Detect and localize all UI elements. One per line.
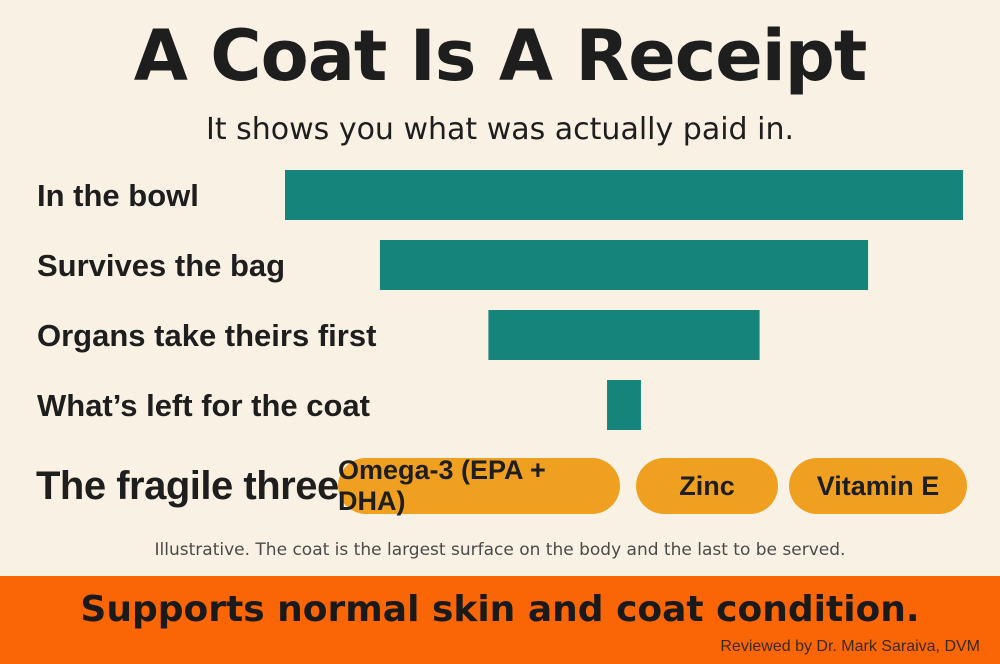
bar-label: Survives the bag bbox=[37, 248, 285, 283]
reviewer-credit: Reviewed by Dr. Mark Saraiva, DVM bbox=[720, 638, 980, 655]
bar-chart: In the bowl Survives the bag Organs take t… bbox=[37, 170, 963, 430]
page-title: A Coat Is A Receipt bbox=[133, 15, 868, 97]
bar bbox=[607, 380, 641, 430]
bar-label: Organs take theirs first bbox=[37, 318, 376, 353]
illustrative-note: Illustrative. The coat is the largest su… bbox=[154, 540, 846, 560]
omega-3-chip: Omega-3 (EPA + DHA) bbox=[338, 455, 620, 516]
bar-label: What’s left for the coat bbox=[37, 388, 370, 423]
bar bbox=[379, 240, 869, 290]
bar bbox=[285, 170, 963, 220]
vitamin-e-chip: Vitamin E bbox=[789, 458, 967, 514]
zinc-chip: Zinc bbox=[636, 458, 778, 514]
footer-claim: Supports normal skin and coat condition. bbox=[80, 589, 920, 630]
bar-label: In the bowl bbox=[37, 178, 199, 213]
footer-banner: Supports normal skin and coat condition.… bbox=[0, 576, 1000, 664]
bar bbox=[488, 310, 760, 360]
page-subtitle: It shows you what was actually paid in. bbox=[205, 112, 795, 147]
fragile-three-label: The fragile three bbox=[36, 464, 339, 508]
